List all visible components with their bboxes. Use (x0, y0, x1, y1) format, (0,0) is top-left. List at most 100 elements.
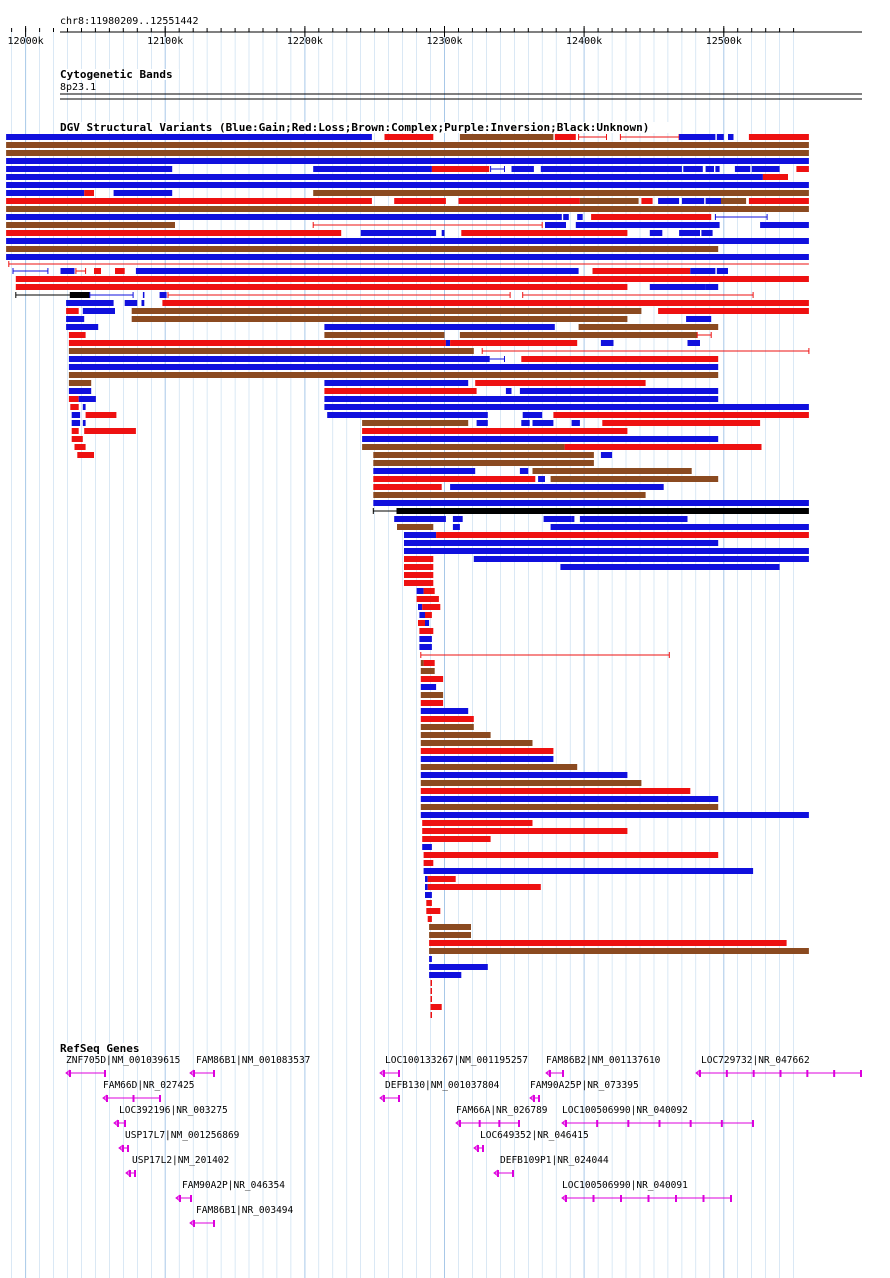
variant-bar-complex[interactable] (420, 764, 578, 770)
variant-bar-gain[interactable] (734, 166, 751, 172)
variant-bar-gain[interactable] (82, 308, 115, 314)
variant-bar-unknown[interactable] (397, 508, 809, 514)
variant-bar-loss[interactable] (420, 700, 444, 706)
gene-label[interactable]: FAM86B1|NM_001083537 (196, 1055, 310, 1066)
variant-bar-gain[interactable] (6, 174, 763, 180)
variant-bar-gain[interactable] (540, 166, 682, 172)
variant-bar-loss[interactable] (404, 580, 434, 586)
variant-bar-gain[interactable] (577, 214, 583, 220)
variant-bar-complex[interactable] (429, 924, 471, 930)
gene-exon[interactable] (190, 1195, 192, 1202)
variant-bar-gain[interactable] (579, 516, 688, 522)
variant-bar-gain[interactable] (360, 230, 437, 236)
variant-bar-loss[interactable] (15, 276, 809, 282)
variant-bar-gain[interactable] (550, 524, 809, 530)
variant-bar-gain[interactable] (716, 134, 724, 140)
gene-exon[interactable] (562, 1070, 564, 1077)
variant-bar-loss[interactable] (591, 214, 712, 220)
variant-bar-gain[interactable] (450, 484, 664, 490)
variant-bar-gain[interactable] (313, 166, 432, 172)
variant-bar-gain[interactable] (420, 796, 719, 802)
variant-bar-complex[interactable] (324, 332, 445, 338)
variant-bar-gain[interactable] (6, 158, 809, 164)
variant-bar-complex[interactable] (420, 740, 533, 746)
gene-label[interactable]: DEFB130|NM_001037804 (385, 1080, 500, 1091)
variant-bar-gain[interactable] (420, 772, 628, 778)
gene-label[interactable]: FAM90A2P|NR_046354 (182, 1180, 285, 1191)
gene-exon[interactable] (193, 1070, 195, 1077)
variant-bar-gain[interactable] (658, 198, 680, 204)
variant-bar-gain[interactable] (687, 340, 701, 346)
gene-exon[interactable] (398, 1095, 400, 1102)
variant-bar-loss[interactable] (423, 660, 435, 666)
gene-exon[interactable] (179, 1195, 181, 1202)
variant-bar-loss[interactable] (426, 908, 441, 914)
variant-bar-gain[interactable] (141, 300, 145, 306)
variant-bar-gain[interactable] (159, 292, 167, 298)
variant-bar-loss[interactable] (394, 198, 446, 204)
gene-exon[interactable] (752, 1070, 755, 1077)
variant-bar-loss[interactable] (796, 166, 809, 172)
variant-bar-gain[interactable] (560, 564, 780, 570)
gene-exon[interactable] (627, 1120, 630, 1127)
variant-bar-gain[interactable] (82, 420, 86, 426)
variant-bar-gain[interactable] (324, 396, 719, 402)
gene-exon[interactable] (512, 1170, 514, 1177)
variant-bar-gain[interactable] (425, 884, 428, 890)
gene-exon[interactable] (383, 1070, 385, 1077)
variant-bar-complex[interactable] (420, 732, 491, 738)
variant-bar-loss[interactable] (404, 556, 434, 562)
variant-bar-loss[interactable] (74, 444, 86, 450)
variant-bar-complex[interactable] (68, 372, 719, 378)
variant-bar-gain[interactable] (543, 516, 572, 522)
variant-bar-gain[interactable] (419, 636, 432, 642)
gene-exon[interactable] (699, 1070, 701, 1077)
variant-bar-gain[interactable] (522, 412, 543, 418)
gene-exon[interactable] (106, 1095, 108, 1102)
variant-bar-loss[interactable] (404, 564, 434, 570)
variant-bar-gain[interactable] (563, 214, 569, 220)
gene-label[interactable]: ZNF705D|NM_001039615 (66, 1055, 180, 1066)
variant-bar-gain[interactable] (452, 524, 460, 530)
gene-label[interactable]: LOC100506990|NR_040091 (562, 1180, 688, 1191)
variant-bar-loss[interactable] (71, 436, 83, 442)
variant-bar-gain[interactable] (425, 620, 430, 626)
variant-bar-gain[interactable] (751, 166, 780, 172)
variant-bar-loss[interactable] (430, 1012, 433, 1018)
variant-bar-loss[interactable] (422, 828, 628, 834)
variant-bar-gain[interactable] (519, 388, 719, 394)
variant-bar-loss[interactable] (426, 900, 432, 906)
variant-bar-gain[interactable] (545, 222, 566, 228)
variant-bar-gain[interactable] (683, 166, 703, 172)
variant-bar-gain[interactable] (66, 316, 85, 322)
variant-bar-gain[interactable] (420, 684, 437, 690)
variant-bar-gain[interactable] (66, 324, 99, 330)
variant-bar-gain[interactable] (690, 268, 716, 274)
variant-bar-unknown[interactable] (70, 292, 90, 298)
gene-exon[interactable] (497, 1170, 499, 1177)
variant-bar-gain[interactable] (422, 844, 432, 850)
gene-exon[interactable] (69, 1070, 71, 1077)
variant-bar-gain[interactable] (686, 316, 700, 322)
variant-bar-loss[interactable] (762, 174, 788, 180)
variant-bar-gain[interactable] (362, 436, 719, 442)
gene-exon[interactable] (398, 1070, 400, 1077)
variant-bar-loss[interactable] (425, 612, 432, 618)
variant-bar-loss[interactable] (427, 876, 456, 882)
gene-exon[interactable] (122, 1145, 124, 1152)
gene-exon[interactable] (159, 1095, 161, 1102)
gene-exon[interactable] (779, 1070, 782, 1077)
variant-bar-complex[interactable] (362, 444, 565, 450)
variant-bar-gain[interactable] (423, 868, 754, 874)
gene-exon[interactable] (689, 1120, 692, 1127)
variant-bar-gain[interactable] (394, 516, 446, 522)
variant-bar-loss[interactable] (420, 716, 474, 722)
variant-bar-gain[interactable] (68, 364, 719, 370)
variant-bar-gain[interactable] (700, 316, 712, 322)
variant-bar-gain[interactable] (6, 182, 809, 188)
variant-bar-loss[interactable] (430, 980, 433, 986)
variant-bar-complex[interactable] (721, 198, 747, 204)
variant-bar-gain[interactable] (425, 892, 432, 898)
variant-bar-gain[interactable] (82, 404, 86, 410)
variant-bar-complex[interactable] (579, 198, 639, 204)
